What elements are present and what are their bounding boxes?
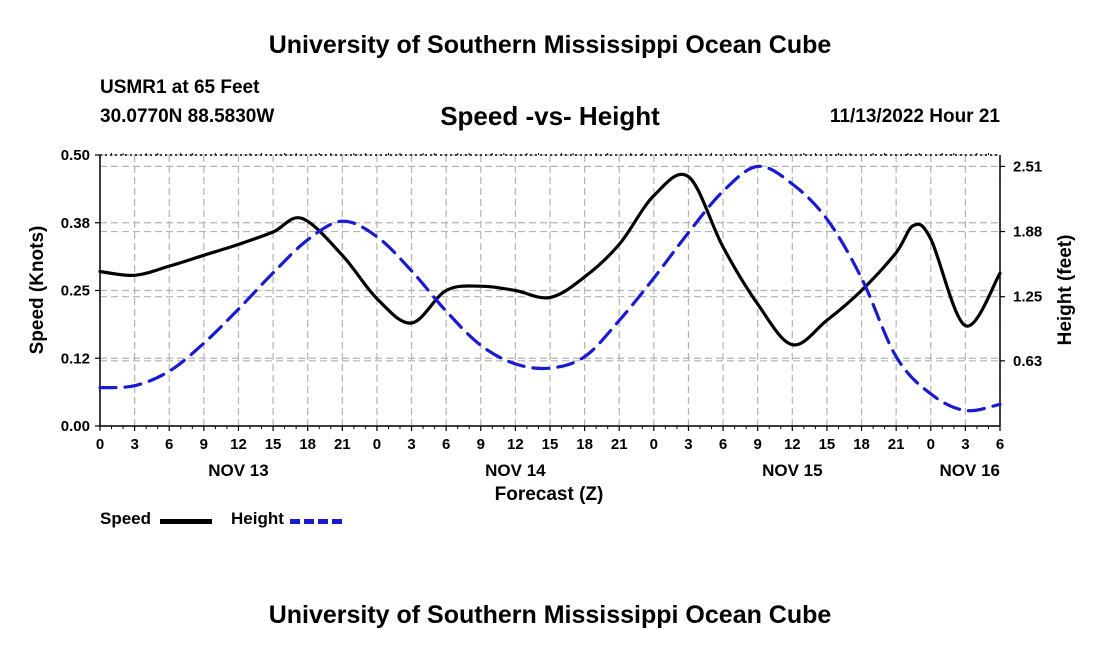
footer-title: University of Southern Mississippi Ocean… xyxy=(268,601,832,629)
chart-title: Speed -vs- Height xyxy=(440,101,660,131)
day-label: NOV 13 xyxy=(208,461,268,480)
coordinates-label: 30.0770N 88.5830W xyxy=(100,106,275,127)
x-tick-label: 6 xyxy=(996,436,1004,453)
x-tick-label: 18 xyxy=(299,436,316,453)
y-tick-label: 0.50 xyxy=(61,147,90,164)
series-speed-line xyxy=(98,172,1002,347)
x-tick-label: 6 xyxy=(165,436,173,453)
x-tick-label: 15 xyxy=(265,436,282,453)
x-tick-label: 0 xyxy=(927,436,935,453)
x-tick-label: 12 xyxy=(784,436,801,453)
day-label: NOV 16 xyxy=(940,461,1000,480)
tick-labels: 0 3 6 9 12 15 18 21 0 3 6 9 12 15 18 21 0 3 6 9 12 15 18 21 0 3 6 N… xyxy=(61,147,1042,480)
y-tick-label: 0.00 xyxy=(61,418,90,435)
y2-axis-label: Height (feet) xyxy=(1055,235,1076,346)
x-tick-label: 15 xyxy=(819,436,836,453)
series-height-line xyxy=(98,164,1002,413)
x-tick-label: 3 xyxy=(684,436,692,453)
x-tick-label: 6 xyxy=(719,436,727,453)
x-tick-label: 0 xyxy=(650,436,658,453)
legend-speed-label: Speed xyxy=(100,509,152,528)
x-axis-label: Forecast (Z) xyxy=(495,484,604,505)
x-tick-label: 21 xyxy=(334,436,351,453)
series-lines xyxy=(98,164,1002,413)
y2-tick-label: 1.25 xyxy=(1013,289,1042,306)
x-tick-label: 3 xyxy=(407,436,415,453)
x-tick-label: 15 xyxy=(542,436,559,453)
x-tick-label: 3 xyxy=(961,436,969,453)
x-tick-label: 12 xyxy=(230,436,247,453)
x-tick-label: 18 xyxy=(853,436,870,453)
x-tick-label: 9 xyxy=(200,436,208,453)
y2-tick-label: 2.51 xyxy=(1013,158,1042,175)
grid-lines xyxy=(99,154,1001,427)
y-tick-label: 0.38 xyxy=(61,215,90,232)
x-tick-label: 6 xyxy=(442,436,450,453)
x-tick-label: 21 xyxy=(888,436,905,453)
x-tick-label: 9 xyxy=(754,436,762,453)
timestamp-label: 11/13/2022 Hour 21 xyxy=(829,106,1000,127)
y2-tick-label: 0.63 xyxy=(1013,353,1042,370)
station-label: USMR1 at 65 Feet xyxy=(100,77,260,98)
x-tick-label: 12 xyxy=(507,436,524,453)
legend-height-label: Height xyxy=(231,509,284,528)
legend-height-swatch xyxy=(290,519,342,524)
x-tick-label: 21 xyxy=(611,436,628,453)
day-label: NOV 14 xyxy=(485,461,546,480)
x-tick-label: 3 xyxy=(130,436,138,453)
day-label: NOV 15 xyxy=(762,461,822,480)
x-tick-label: 0 xyxy=(96,436,104,453)
y-tick-label: 0.12 xyxy=(61,350,90,367)
y2-tick-label: 1.88 xyxy=(1013,224,1042,241)
y-axis-label: Speed (Knots) xyxy=(27,226,48,355)
y-tick-label: 0.25 xyxy=(61,283,90,300)
legend-speed-swatch xyxy=(160,519,212,524)
x-tick-label: 9 xyxy=(477,436,485,453)
axes xyxy=(95,153,1005,431)
x-tick-label: 18 xyxy=(576,436,593,453)
x-tick-label: 0 xyxy=(373,436,381,453)
main-title: University of Southern Mississippi Ocean… xyxy=(268,31,832,59)
